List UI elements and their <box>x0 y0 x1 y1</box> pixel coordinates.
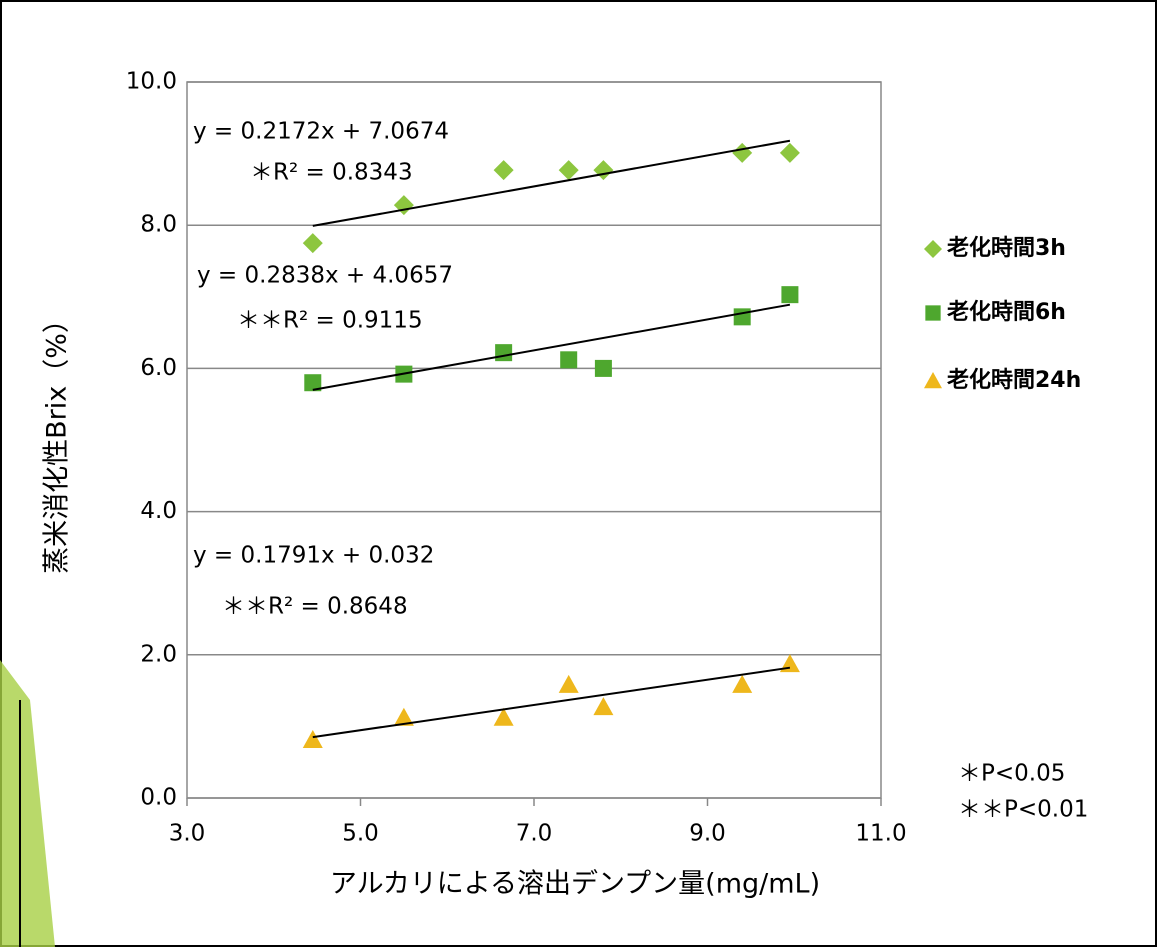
x-tick-label: 5.0 <box>342 821 379 847</box>
legend-label: 老化時間24h <box>946 367 1081 393</box>
point <box>560 351 577 368</box>
annotation: y = 0.1791x + 0.032 <box>193 543 434 569</box>
x-tick-label: 9.0 <box>689 821 726 847</box>
point <box>495 344 512 361</box>
x-tick-label: 7.0 <box>516 821 553 847</box>
x-axis-label: アルカリによる溶出デンプン量(mg/mL) <box>330 869 820 900</box>
y-tick-label: 0.0 <box>140 785 177 811</box>
point <box>734 308 751 325</box>
legend-label: 老化時間6h <box>946 299 1066 325</box>
point <box>781 286 798 303</box>
y-axis-label: 蒸米消化性Brix（%） <box>42 306 73 574</box>
point <box>595 360 612 377</box>
x-tick-label: 11.0 <box>855 821 906 847</box>
y-tick-label: 2.0 <box>140 641 177 667</box>
note: ＊＊P<0.01 <box>958 797 1088 823</box>
legend-marker <box>925 305 940 320</box>
annotation: ＊＊R² = 0.9115 <box>237 308 423 334</box>
legend-label: 老化時間3h <box>946 235 1066 261</box>
note: ＊P<0.05 <box>958 761 1065 787</box>
chart: アルカリによる溶出デンプン量(mg/mL) 蒸米消化性Brix（%） 0.0 2.… <box>0 0 1157 947</box>
annotation: ＊R² = 0.8343 <box>250 160 413 186</box>
y-tick-label: 10.0 <box>126 69 177 95</box>
y-tick-label: 4.0 <box>140 498 177 524</box>
y-tick-label: 6.0 <box>140 355 177 381</box>
y-tick-label: 8.0 <box>140 212 177 238</box>
annotation: y = 0.2172x + 7.0674 <box>193 119 449 145</box>
x-tick-label: 3.0 <box>169 821 206 847</box>
annotation: y = 0.2838x + 4.0657 <box>197 263 453 289</box>
annotation: ＊＊R² = 0.8648 <box>222 594 408 620</box>
